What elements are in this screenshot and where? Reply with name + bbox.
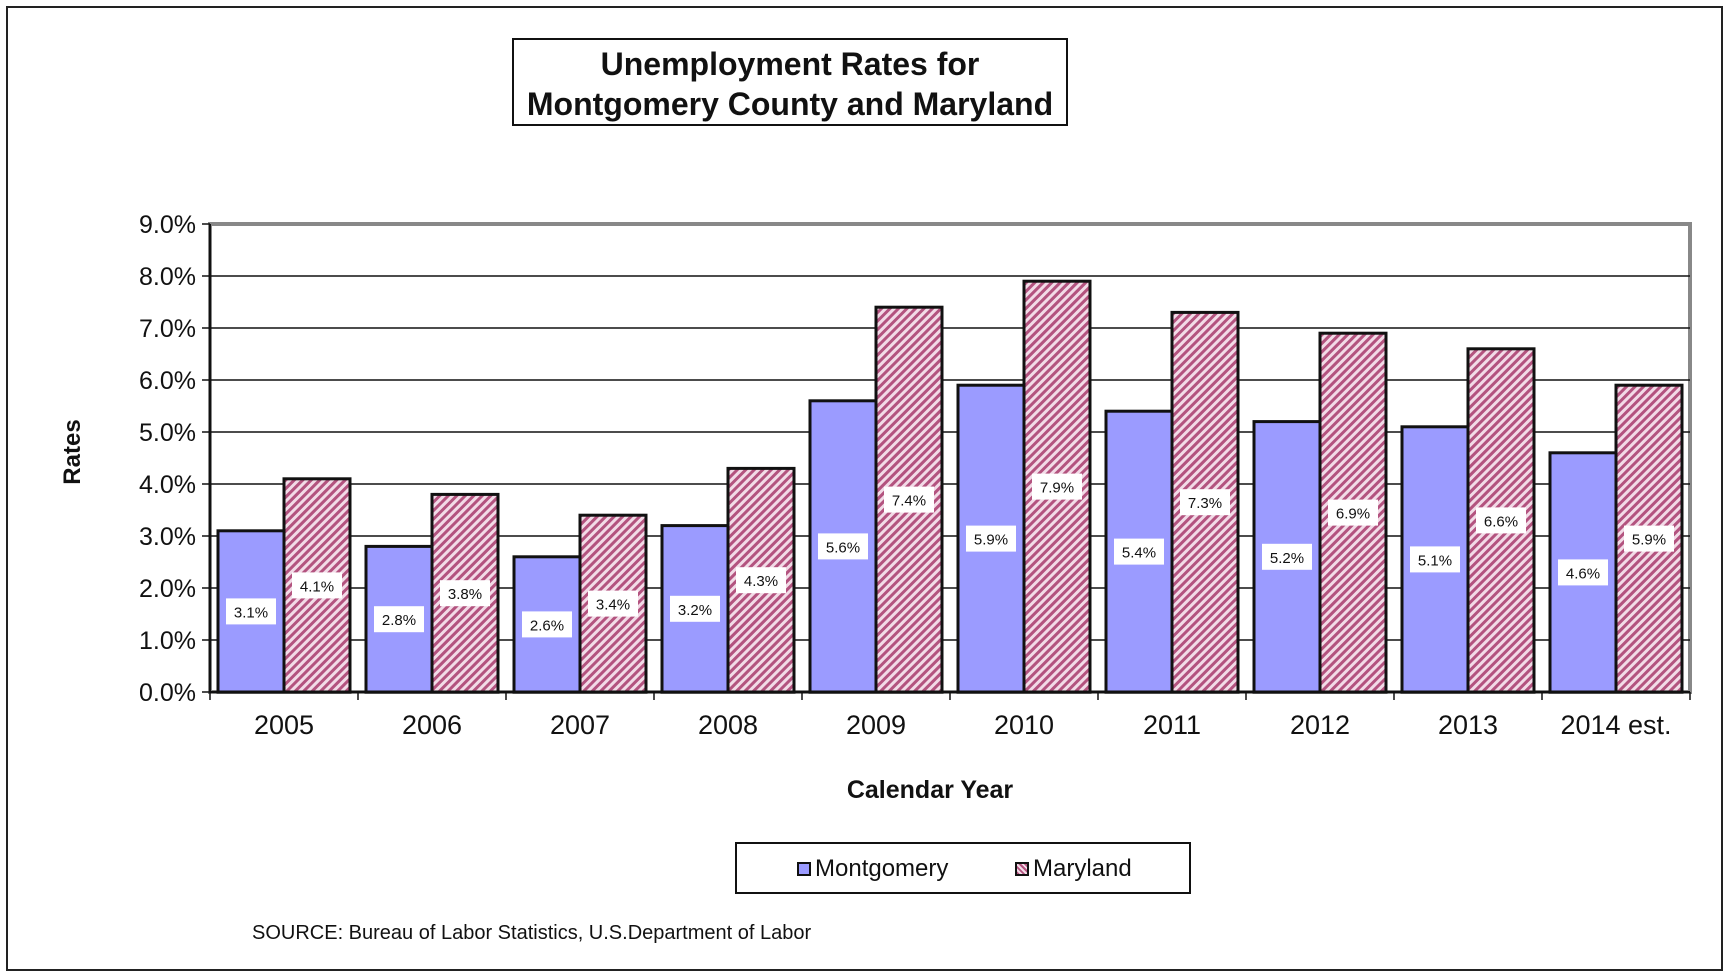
data-label-text: 5.9%	[1632, 532, 1666, 549]
data-label-maryland: 7.9%	[1032, 473, 1082, 500]
data-label-box	[1262, 543, 1312, 570]
data-label-montgomery: 3.1%	[226, 598, 276, 625]
data-label-text: 5.1%	[1418, 552, 1452, 569]
x-tick-label: 2007	[550, 710, 610, 740]
y-tick-label: 9.0%	[139, 211, 196, 239]
data-label-text: 3.1%	[234, 604, 268, 621]
data-label-text: 6.6%	[1484, 513, 1518, 530]
legend-label-montgomery: Montgomery	[815, 855, 949, 882]
data-label-text: 5.2%	[1270, 550, 1304, 567]
data-label-maryland: 6.6%	[1476, 507, 1526, 534]
data-label-maryland: 7.3%	[1180, 489, 1230, 516]
data-label-box	[818, 533, 868, 560]
y-axis-label: Rates	[59, 419, 86, 484]
data-label-montgomery: 5.4%	[1114, 538, 1164, 565]
legend-item-maryland: Maryland	[1015, 855, 1132, 883]
data-label-text: 7.4%	[892, 493, 926, 510]
data-label-box	[588, 590, 638, 617]
data-label-box	[1410, 546, 1460, 573]
x-tick-label: 2012	[1290, 710, 1350, 740]
data-label-box	[522, 611, 572, 638]
data-label-maryland: 6.9%	[1328, 499, 1378, 526]
data-label-text: 2.6%	[530, 617, 564, 634]
chart-title-line-2: Montgomery County and Maryland	[526, 86, 1054, 122]
y-tick-label: 8.0%	[139, 263, 196, 291]
chart-title-line-1: Unemployment Rates for	[600, 46, 980, 82]
x-tick-label: 2014 est.	[1560, 710, 1671, 740]
source-note: SOURCE: Bureau of Labor Statistics, U.S.…	[252, 922, 812, 944]
data-label-text: 3.8%	[448, 586, 482, 603]
x-tick-label: 2010	[994, 710, 1054, 740]
data-label-text: 6.9%	[1336, 506, 1370, 523]
data-label-maryland: 4.1%	[292, 572, 342, 599]
y-tick-label: 7.0%	[139, 315, 196, 343]
data-label-box	[1180, 489, 1230, 516]
data-label-montgomery: 4.6%	[1558, 559, 1608, 586]
data-label-montgomery: 2.6%	[522, 611, 572, 638]
data-label-text: 5.6%	[826, 539, 860, 556]
data-label-box	[440, 580, 490, 607]
x-tick-label: 2011	[1143, 710, 1201, 740]
x-tick-label: 2013	[1438, 710, 1498, 740]
data-label-box	[1328, 499, 1378, 526]
data-label-text: 4.3%	[744, 573, 778, 590]
data-label-box	[736, 567, 786, 594]
data-label-montgomery: 2.8%	[374, 606, 424, 633]
y-tick-label: 5.0%	[139, 419, 196, 447]
data-label-text: 7.3%	[1188, 495, 1222, 512]
chart-title: Unemployment Rates for Montgomery County…	[512, 38, 1068, 126]
data-label-maryland: 3.4%	[588, 590, 638, 617]
legend-swatch-montgomery	[797, 862, 811, 876]
data-label-montgomery: 5.6%	[818, 533, 868, 560]
data-label-text: 4.6%	[1566, 565, 1600, 582]
data-label-montgomery: 5.2%	[1262, 543, 1312, 570]
y-tick-label: 1.0%	[139, 627, 196, 655]
y-tick-label: 2.0%	[139, 575, 196, 603]
x-tick-label: 2005	[254, 710, 314, 740]
data-label-maryland: 3.8%	[440, 580, 490, 607]
data-label-box	[1558, 559, 1608, 586]
data-label-text: 7.9%	[1040, 480, 1074, 497]
legend-item-montgomery: Montgomery	[797, 855, 948, 883]
data-label-box	[292, 572, 342, 599]
data-label-text: 2.8%	[382, 612, 416, 629]
data-label-box	[1032, 473, 1082, 500]
data-label-box	[374, 606, 424, 633]
data-label-text: 3.4%	[596, 597, 630, 614]
data-label-montgomery: 5.1%	[1410, 546, 1460, 573]
x-tick-label: 2009	[846, 710, 906, 740]
chart-legend: Montgomery Maryland	[735, 842, 1191, 894]
data-label-box	[1114, 538, 1164, 565]
data-label-maryland: 7.4%	[884, 486, 934, 513]
data-label-box	[1624, 525, 1674, 552]
y-tick-label: 6.0%	[139, 367, 196, 395]
data-label-text: 3.2%	[678, 602, 712, 619]
legend-swatch-maryland	[1015, 862, 1029, 876]
chart-frame	[6, 6, 1723, 971]
data-label-text: 5.9%	[974, 532, 1008, 549]
data-label-text: 4.1%	[300, 578, 334, 595]
data-label-montgomery: 5.9%	[966, 525, 1016, 552]
y-tick-label: 3.0%	[139, 523, 196, 551]
x-tick-label: 2006	[402, 710, 462, 740]
data-label-montgomery: 3.2%	[670, 595, 720, 622]
data-label-maryland: 5.9%	[1624, 525, 1674, 552]
data-label-box	[884, 486, 934, 513]
y-tick-label: 4.0%	[139, 471, 196, 499]
y-tick-label: 0.0%	[139, 679, 196, 707]
data-label-box	[966, 525, 1016, 552]
x-axis-label: Calendar Year	[847, 776, 1014, 804]
data-label-box	[1476, 507, 1526, 534]
data-label-box	[670, 595, 720, 622]
data-label-box	[226, 598, 276, 625]
x-tick-label: 2008	[698, 710, 758, 740]
data-label-maryland: 4.3%	[736, 567, 786, 594]
data-label-text: 5.4%	[1122, 545, 1156, 562]
legend-label-maryland: Maryland	[1033, 855, 1132, 882]
